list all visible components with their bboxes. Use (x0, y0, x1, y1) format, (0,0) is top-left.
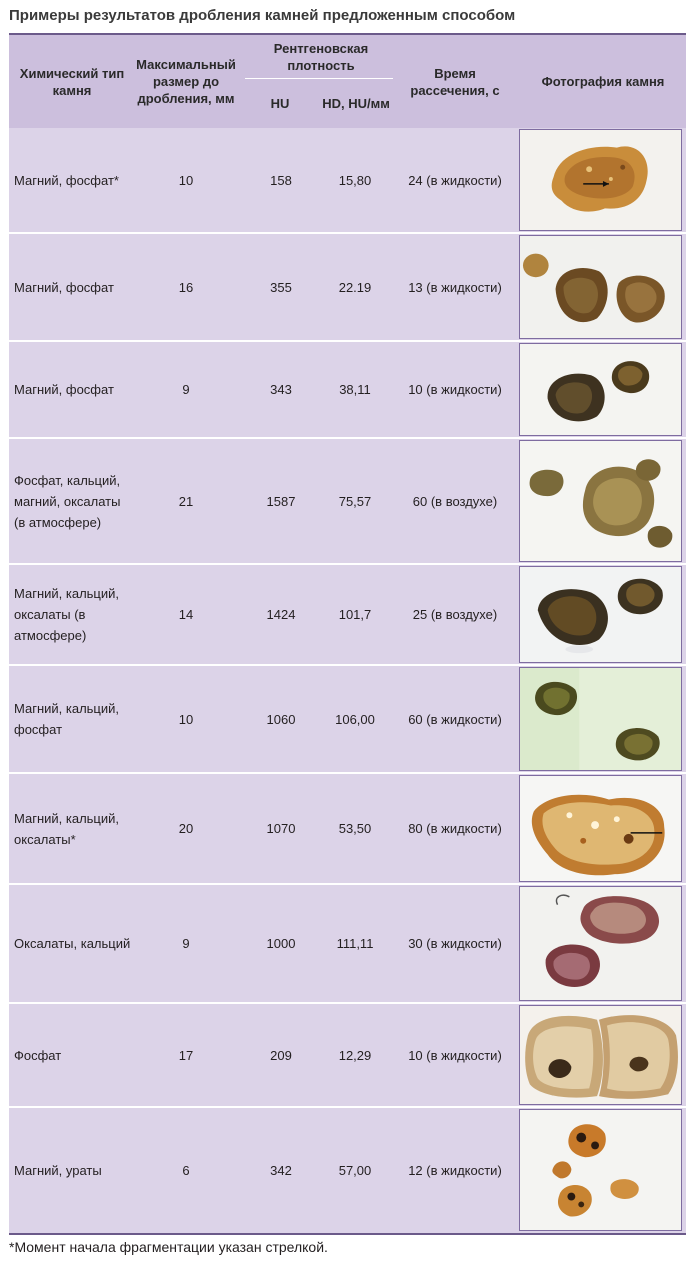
cell-chemical-type: Магний, кальций, оксалаты (в атмосфере) (14, 586, 120, 643)
header-cutting-time: Время рассечения, с (410, 65, 500, 98)
page-title: Примеры результатов дробления камней пре… (9, 7, 516, 24)
cell-hu: 1424 (266, 607, 296, 622)
cell-hd: 38,11 (339, 382, 371, 397)
cell-max-size: 21 (178, 493, 194, 509)
cell-chemical-type: Магний, фосфат* (14, 172, 119, 188)
cell-max-size: 10 (178, 711, 194, 727)
cell-max-size: 16 (178, 279, 194, 295)
table-row: Магний, кальций, оксалаты (в атмосфере) … (9, 565, 686, 664)
cell-hd: 53,50 (338, 821, 372, 836)
cell-cutting-time: 60 (в воздухе) (412, 493, 498, 509)
stone-photo (519, 886, 682, 1001)
cell-chemical-type: Магний, кальций, оксалаты* (14, 810, 120, 847)
header-xray-density: Рентгеновская плотность (273, 41, 369, 73)
table-row: Оксалаты, кальций 9 1000 111,11 30 (в жи… (9, 885, 686, 1002)
cell-hd: 101,7 (338, 607, 372, 622)
cell-max-size: 14 (178, 607, 194, 622)
footnote: *Момент начала фрагментации указан стрел… (9, 1239, 328, 1255)
stone-photo (519, 566, 682, 663)
row-separator (9, 232, 686, 234)
row-separator (9, 563, 686, 565)
row-separator (9, 772, 686, 774)
table-row: Магний, фосфат 9 343 38,11 10 (в жидкост… (9, 342, 686, 437)
cell-hd: 57,00 (338, 1163, 372, 1178)
cell-hd: 75,57 (338, 493, 372, 509)
stone-photo (519, 129, 682, 231)
cell-cutting-time: 10 (в жидкости) (408, 382, 502, 397)
stone-photo (519, 440, 682, 562)
cell-max-size: 10 (178, 172, 194, 188)
cell-max-size: 17 (178, 1047, 194, 1063)
cell-hu: 355 (270, 279, 292, 295)
cell-hu: 209 (270, 1047, 292, 1063)
cell-chemical-type: Магний, кальций, фосфат (14, 701, 120, 737)
header-hd: HD, HU/мм (322, 95, 390, 111)
cell-hd: 15,80 (338, 172, 372, 188)
cell-cutting-time: 25 (в воздухе) (412, 607, 498, 622)
cell-hu: 1587 (266, 493, 296, 509)
cell-hu: 1070 (266, 821, 296, 836)
cell-cutting-time: 13 (в жидкости) (408, 279, 502, 295)
row-separator (9, 437, 686, 439)
results-table: Химический тип камня Максимальный размер… (9, 33, 686, 1235)
cell-cutting-time: 12 (в жидкости) (408, 1163, 502, 1178)
cell-hu: 1000 (266, 936, 296, 951)
table-row: Магний, ураты 6 342 57,00 12 (в жидкости… (9, 1108, 686, 1233)
header-divider (245, 78, 393, 79)
stone-photo (519, 667, 682, 771)
cell-chemical-type: Оксалаты, кальций (14, 936, 131, 951)
cell-max-size: 9 (182, 382, 190, 397)
cell-hd: 22.19 (338, 279, 372, 295)
stone-photo (519, 235, 682, 339)
row-separator (9, 1002, 686, 1004)
cell-cutting-time: 30 (в жидкости) (408, 936, 502, 951)
cell-chemical-type: Магний, фосфат (14, 279, 114, 295)
cell-max-size: 6 (182, 1163, 190, 1178)
cell-hu: 343 (270, 382, 292, 397)
cell-cutting-time: 60 (в жидкости) (408, 711, 502, 727)
row-separator (9, 664, 686, 666)
row-separator (9, 1106, 686, 1108)
cell-chemical-type: Фосфат, кальций, магний, оксалаты (в атм… (14, 472, 121, 530)
table-row: Фосфат, кальций, магний, оксалаты (в атм… (9, 439, 686, 563)
cell-hd: 12,29 (338, 1047, 372, 1063)
row-separator (9, 883, 686, 885)
header-max-size: Максимальный размер до дробления, мм (136, 57, 236, 106)
header-chemical-type: Химический тип камня (19, 65, 125, 98)
header-stone-photo: Фотография камня (541, 74, 665, 89)
cell-cutting-time: 24 (в жидкости) (408, 172, 502, 188)
table-header: Химический тип камня Максимальный размер… (9, 35, 686, 128)
cell-max-size: 20 (178, 821, 194, 836)
cell-max-size: 9 (182, 936, 190, 951)
stone-photo (519, 775, 682, 882)
table-row: Магний, кальций, оксалаты* 20 1070 53,50… (9, 774, 686, 883)
cell-hd: 111,11 (336, 936, 374, 951)
row-separator (9, 340, 686, 342)
table-row: Магний, фосфат 16 355 22.19 13 (в жидкос… (9, 234, 686, 340)
stone-photo (519, 1005, 682, 1105)
cell-chemical-type: Фосфат (14, 1047, 62, 1063)
cell-hu: 1060 (266, 711, 296, 727)
cell-cutting-time: 80 (в жидкости) (408, 821, 502, 836)
table-row: Магний, кальций, фосфат 10 1060 106,00 6… (9, 666, 686, 772)
stone-photo (519, 1109, 682, 1231)
cell-hd: 106,00 (335, 711, 375, 727)
cell-chemical-type: Магний, фосфат (14, 382, 114, 397)
stone-photo (519, 343, 682, 436)
table-row: Фосфат 17 209 12,29 10 (в жидкости) (9, 1004, 686, 1106)
header-hu: HU (270, 95, 290, 111)
cell-hu: 158 (270, 172, 292, 188)
table-row: Магний, фосфат* 10 158 15,80 24 (в жидко… (9, 128, 686, 232)
cell-hu: 342 (270, 1163, 292, 1178)
cell-cutting-time: 10 (в жидкости) (408, 1047, 502, 1063)
cell-chemical-type: Магний, ураты (14, 1163, 102, 1178)
